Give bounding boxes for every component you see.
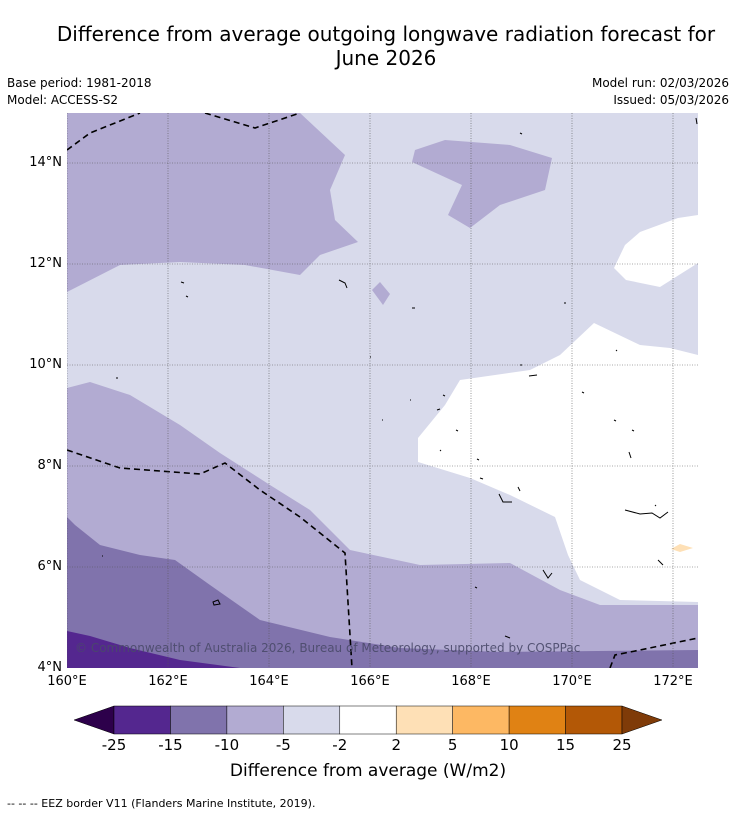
region-mid-low-islet bbox=[372, 282, 390, 305]
latitude-label: 10°N bbox=[29, 357, 62, 372]
longitude-label: 160°E bbox=[47, 674, 87, 689]
colorbar-tick-label: 2 bbox=[391, 736, 401, 754]
colorbar-over-arrow bbox=[621, 705, 663, 735]
colorbar-segment bbox=[113, 705, 171, 735]
title-line-2: June 2026 bbox=[335, 46, 437, 70]
colorbar-under-arrow bbox=[73, 705, 115, 735]
colorbar-label: Difference from average (W/m2) bbox=[229, 761, 507, 781]
latitude-label: 8°N bbox=[37, 458, 63, 473]
colorbar-segment bbox=[452, 705, 510, 735]
region-mid-low-northeast bbox=[412, 140, 552, 228]
colorbar-segment bbox=[565, 705, 623, 735]
colorbar-segment bbox=[339, 705, 397, 735]
issued-date: Issued: 05/03/2026 bbox=[613, 93, 729, 107]
colorbar-segment bbox=[395, 705, 453, 735]
chart-title: Difference from average outgoing longwav… bbox=[0, 22, 736, 70]
latitude-label: 12°N bbox=[29, 256, 62, 271]
colorbar-segment bbox=[283, 705, 341, 735]
gridlines bbox=[67, 113, 698, 668]
colorbar-segment bbox=[170, 705, 228, 735]
region-neutral-north bbox=[614, 215, 698, 287]
meta-left: Base period: 1981-2018 Model: ACCESS-S2 bbox=[7, 75, 152, 109]
latitude-label: 4°N bbox=[37, 660, 63, 675]
latitude-label: 6°N bbox=[37, 559, 63, 574]
meta-right: Model run: 02/03/2026 Issued: 05/03/2026 bbox=[592, 75, 729, 109]
colorbar-tick-label: -5 bbox=[275, 736, 291, 754]
eez-borders bbox=[67, 113, 698, 668]
model-name: Model: ACCESS-S2 bbox=[7, 93, 119, 107]
islands bbox=[102, 117, 698, 639]
longitude-label: 164°E bbox=[249, 674, 289, 689]
latitude-label: 14°N bbox=[29, 155, 62, 170]
colorbar-tick-label: -25 bbox=[101, 736, 127, 754]
region-slightly-high-patch bbox=[671, 544, 693, 552]
longitude-label: 162°E bbox=[148, 674, 188, 689]
colorbar-tick-label: -2 bbox=[332, 736, 348, 754]
longitude-label: 172°E bbox=[653, 674, 693, 689]
copyright-text: © Commonwealth of Australia 2026, Bureau… bbox=[75, 641, 581, 655]
longitude-label: 166°E bbox=[350, 674, 390, 689]
colorbar-segment bbox=[226, 705, 284, 735]
colorbar bbox=[73, 705, 663, 735]
colorbar-segment bbox=[508, 705, 566, 735]
colorbar-tick-label: 25 bbox=[612, 736, 632, 754]
longitude-label: 168°E bbox=[451, 674, 491, 689]
colorbar-tick-label: 10 bbox=[499, 736, 519, 754]
colorbar-tick-label: 5 bbox=[447, 736, 458, 754]
region-low-southwest bbox=[67, 517, 698, 668]
map-regions bbox=[67, 113, 698, 668]
title-line-1: Difference from average outgoing longwav… bbox=[56, 22, 716, 46]
colorbar-tick-label: -15 bbox=[158, 736, 183, 754]
base-period: Base period: 1981-2018 bbox=[7, 76, 152, 90]
model-run: Model run: 02/03/2026 bbox=[591, 76, 729, 90]
colorbar-tick-label: 15 bbox=[556, 736, 576, 754]
region-very-low-southwest bbox=[67, 631, 240, 668]
region-mid-low-north bbox=[67, 113, 358, 292]
colorbar-tick-label: -10 bbox=[214, 736, 240, 754]
region-neutral-east bbox=[418, 323, 698, 602]
eez-legend-note: -- -- -- EEZ border V11 (Flanders Marine… bbox=[7, 797, 316, 810]
longitude-label: 170°E bbox=[552, 674, 592, 689]
